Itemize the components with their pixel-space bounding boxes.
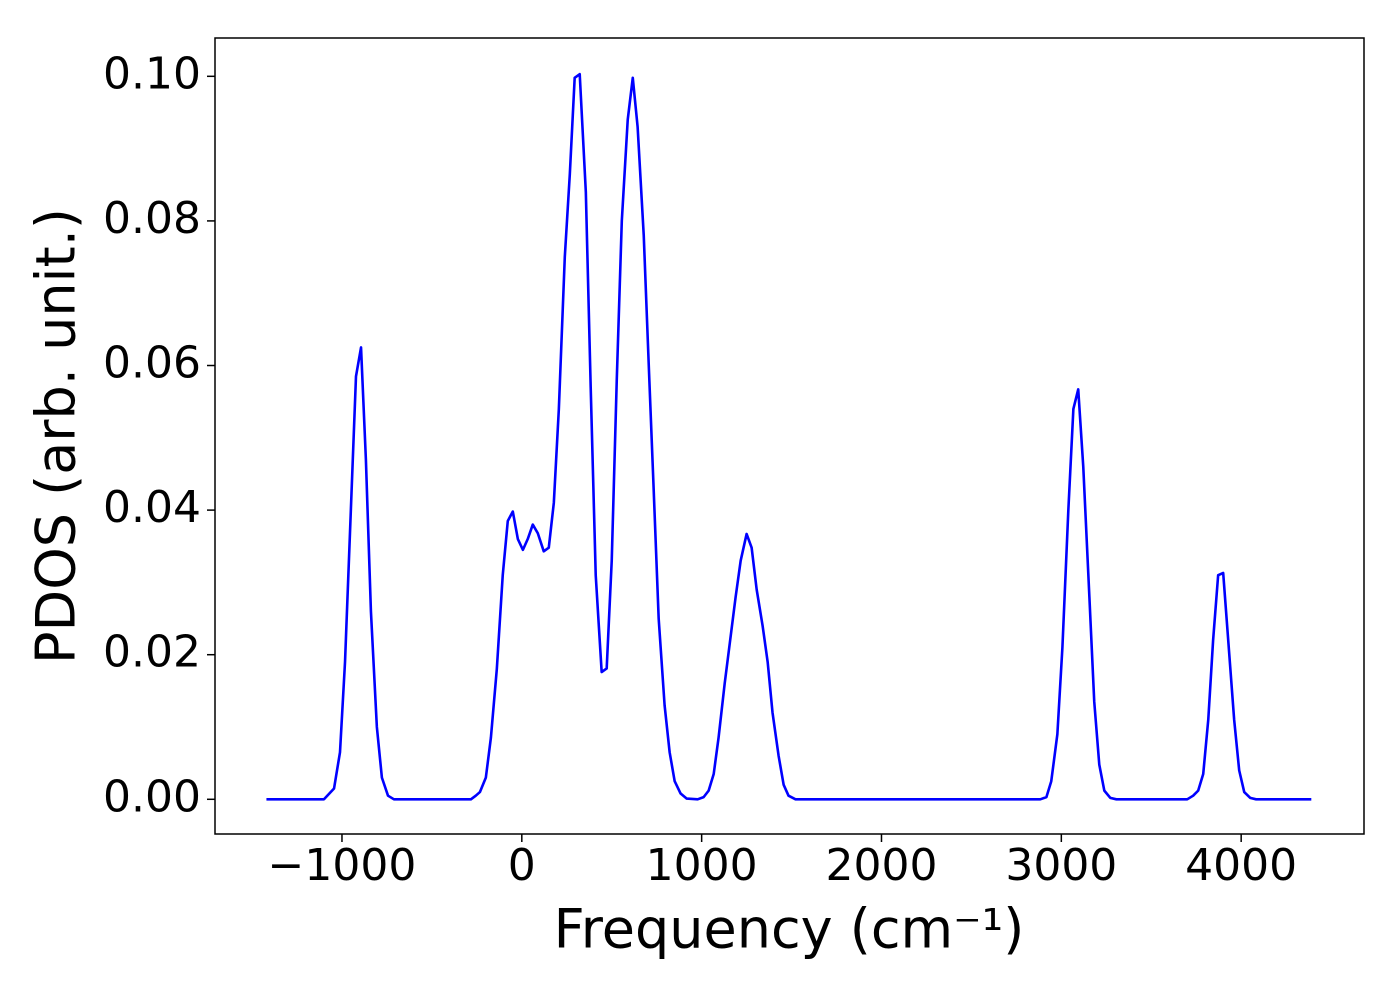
x-axis-label: Frequency (cm⁻¹) — [554, 898, 1025, 961]
x-tick-label: 4000 — [1185, 840, 1297, 891]
plot-frame — [214, 37, 1365, 835]
y-axis-label: PDOS (arb. unit.) — [25, 208, 88, 664]
x-tick-label: 1000 — [646, 840, 758, 891]
x-tick-label: 0 — [508, 840, 536, 891]
pdos-line — [266, 72, 1312, 801]
y-tick-label: 0.10 — [103, 48, 201, 99]
y-tick-label: 0.06 — [103, 338, 201, 389]
x-tick-label: 2000 — [825, 840, 937, 891]
y-tick-label: 0.04 — [103, 482, 201, 533]
y-tick-label: 0.02 — [103, 627, 201, 678]
x-tick-label: 3000 — [1005, 840, 1117, 891]
x-tick-label: −1000 — [268, 840, 417, 891]
y-tick-label: 0.08 — [103, 193, 201, 244]
y-tick-label: 0.00 — [103, 771, 201, 822]
